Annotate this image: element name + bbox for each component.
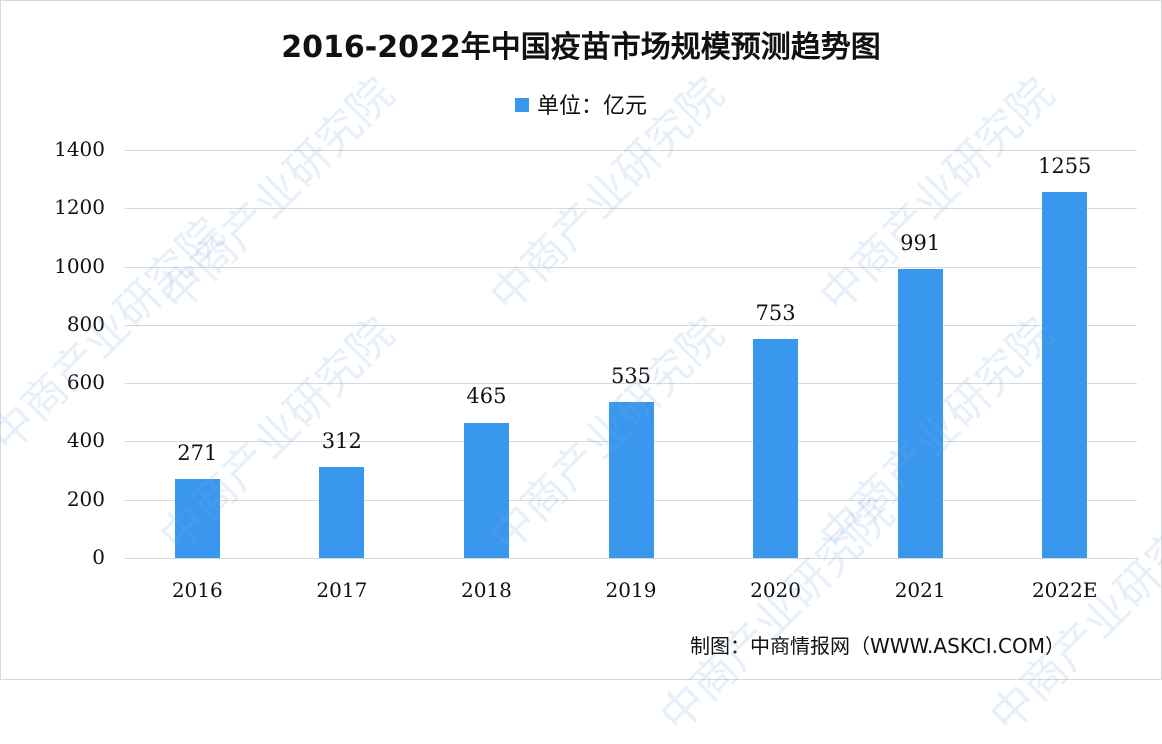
legend: 单位：亿元 bbox=[0, 88, 1162, 120]
gridline bbox=[125, 383, 1137, 385]
y-tick-label: 600 bbox=[66, 370, 105, 395]
x-tick-label: 2016 bbox=[171, 578, 223, 602]
data-label: 312 bbox=[321, 429, 362, 454]
legend-swatch bbox=[514, 98, 529, 112]
source-note: 制图：中商情报网（WWW.ASKCI.COM） bbox=[690, 634, 1065, 658]
y-tick-label: 0 bbox=[92, 545, 105, 569]
y-tick-label: 400 bbox=[66, 428, 105, 453]
bar bbox=[753, 338, 799, 558]
bar bbox=[174, 479, 220, 558]
y-tick-label: 200 bbox=[66, 486, 105, 511]
x-tick-label: 2022E bbox=[1031, 578, 1098, 602]
plot-area: 271 312 465 535 753 991 1255 bbox=[125, 150, 1137, 559]
gridline bbox=[125, 324, 1137, 326]
data-label: 991 bbox=[900, 231, 941, 256]
y-tick-label: 1400 bbox=[54, 137, 105, 161]
bar bbox=[608, 402, 654, 558]
x-tick-label: 2017 bbox=[316, 578, 368, 602]
bar bbox=[1042, 192, 1088, 558]
bar bbox=[897, 269, 943, 558]
chart-title: 2016-2022年中国疫苗市场规模预测趋势图 bbox=[281, 30, 881, 65]
gridline bbox=[125, 150, 1137, 151]
y-tick-label: 1200 bbox=[54, 195, 105, 220]
data-label: 535 bbox=[610, 364, 652, 389]
data-label: 271 bbox=[177, 441, 218, 466]
bar bbox=[319, 467, 365, 558]
x-tick-label: 2019 bbox=[605, 578, 657, 602]
x-tick-label: 2021 bbox=[894, 578, 946, 602]
data-label: 753 bbox=[755, 300, 796, 325]
x-tick-label: 2020 bbox=[750, 578, 802, 602]
x-tick-label: 2018 bbox=[460, 578, 512, 602]
y-tick-label: 1000 bbox=[54, 253, 105, 278]
gridline bbox=[125, 208, 1137, 210]
data-label: 465 bbox=[466, 384, 507, 409]
gridline bbox=[125, 558, 1137, 559]
gridline bbox=[125, 266, 1137, 268]
y-tick-label: 800 bbox=[66, 311, 105, 336]
legend-label: 单位：亿元 bbox=[536, 94, 647, 119]
data-label: 1255 bbox=[1037, 154, 1092, 179]
bar bbox=[463, 422, 509, 558]
